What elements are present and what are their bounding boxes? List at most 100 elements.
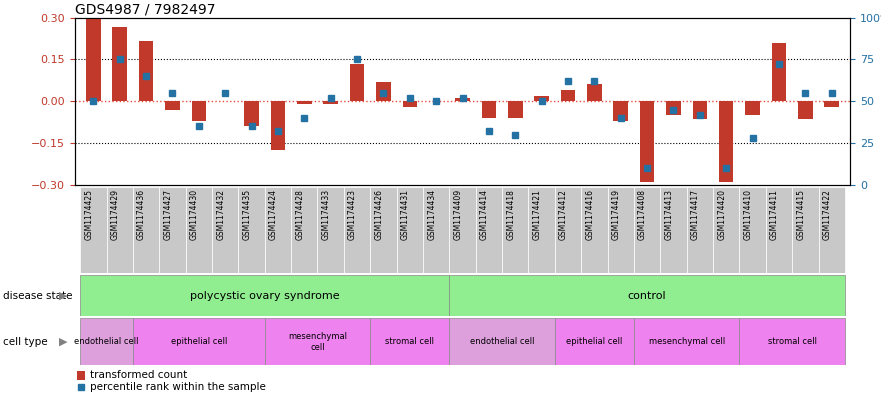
Bar bbox=[686, 187, 713, 273]
Text: GSM1174436: GSM1174436 bbox=[137, 189, 146, 241]
Text: mesenchymal cell: mesenchymal cell bbox=[648, 338, 725, 346]
Text: GSM1174411: GSM1174411 bbox=[770, 189, 779, 240]
Bar bbox=[745, 101, 759, 115]
Bar bbox=[798, 101, 812, 119]
Bar bbox=[159, 187, 186, 273]
Bar bbox=[244, 101, 259, 126]
Bar bbox=[80, 187, 107, 273]
Text: GSM1174432: GSM1174432 bbox=[216, 189, 226, 240]
Text: GSM1174429: GSM1174429 bbox=[111, 189, 120, 240]
Bar bbox=[449, 187, 476, 273]
Bar bbox=[270, 101, 285, 150]
Text: mesenchymal
cell: mesenchymal cell bbox=[288, 332, 347, 352]
Text: epithelial cell: epithelial cell bbox=[171, 338, 227, 346]
Bar bbox=[370, 187, 396, 273]
Bar bbox=[86, 18, 100, 101]
Text: GSM1174434: GSM1174434 bbox=[427, 189, 436, 241]
Text: disease state: disease state bbox=[3, 291, 72, 301]
Bar bbox=[265, 187, 291, 273]
Bar bbox=[186, 187, 212, 273]
Bar bbox=[766, 187, 792, 273]
Bar bbox=[212, 187, 239, 273]
Bar bbox=[660, 187, 686, 273]
Bar bbox=[587, 84, 602, 101]
Bar bbox=[297, 101, 312, 104]
Text: GSM1174412: GSM1174412 bbox=[559, 189, 568, 240]
Text: GSM1174421: GSM1174421 bbox=[533, 189, 542, 240]
Bar bbox=[555, 318, 634, 365]
Text: ▶: ▶ bbox=[59, 291, 68, 301]
Text: stromal cell: stromal cell bbox=[385, 338, 434, 346]
Bar bbox=[508, 101, 522, 118]
Text: GSM1174414: GSM1174414 bbox=[480, 189, 489, 240]
Text: GSM1174408: GSM1174408 bbox=[638, 189, 648, 240]
Text: endothelial cell: endothelial cell bbox=[470, 338, 535, 346]
Bar bbox=[133, 318, 265, 365]
Text: cell type: cell type bbox=[3, 337, 48, 347]
Bar bbox=[455, 98, 470, 101]
Bar bbox=[80, 275, 449, 316]
Text: GSM1174417: GSM1174417 bbox=[691, 189, 700, 240]
Bar bbox=[560, 90, 575, 101]
Bar bbox=[529, 187, 555, 273]
Bar bbox=[634, 318, 739, 365]
Bar bbox=[78, 371, 85, 380]
Bar bbox=[449, 318, 555, 365]
Text: GSM1174418: GSM1174418 bbox=[507, 189, 515, 240]
Bar bbox=[666, 101, 681, 115]
Text: GSM1174422: GSM1174422 bbox=[823, 189, 832, 240]
Bar bbox=[265, 318, 370, 365]
Text: GSM1174415: GSM1174415 bbox=[796, 189, 805, 240]
Text: GSM1174425: GSM1174425 bbox=[85, 189, 93, 240]
Bar bbox=[581, 187, 608, 273]
Text: GSM1174435: GSM1174435 bbox=[242, 189, 252, 241]
Bar bbox=[113, 28, 127, 101]
Bar bbox=[772, 43, 786, 101]
Bar bbox=[739, 187, 766, 273]
Bar bbox=[535, 95, 549, 101]
Bar bbox=[323, 101, 338, 104]
Bar bbox=[344, 187, 370, 273]
Text: GSM1174430: GSM1174430 bbox=[189, 189, 199, 241]
Bar bbox=[370, 318, 449, 365]
Bar bbox=[818, 187, 845, 273]
Text: GSM1174427: GSM1174427 bbox=[164, 189, 173, 240]
Text: ▶: ▶ bbox=[59, 337, 68, 347]
Text: GSM1174423: GSM1174423 bbox=[348, 189, 357, 240]
Bar bbox=[555, 187, 581, 273]
Bar bbox=[423, 187, 449, 273]
Bar bbox=[792, 187, 818, 273]
Bar bbox=[403, 101, 417, 107]
Bar bbox=[191, 101, 206, 121]
Bar bbox=[692, 101, 707, 119]
Text: GSM1174428: GSM1174428 bbox=[295, 189, 304, 240]
Text: endothelial cell: endothelial cell bbox=[74, 338, 139, 346]
Bar bbox=[376, 82, 390, 101]
Bar bbox=[719, 101, 734, 182]
Text: stromal cell: stromal cell bbox=[767, 338, 817, 346]
Bar bbox=[482, 101, 496, 118]
Bar bbox=[133, 187, 159, 273]
Bar bbox=[825, 101, 839, 107]
Bar bbox=[139, 41, 153, 101]
Bar bbox=[80, 318, 133, 365]
Text: GDS4987 / 7982497: GDS4987 / 7982497 bbox=[75, 2, 215, 17]
Bar bbox=[449, 275, 845, 316]
Bar bbox=[634, 187, 660, 273]
Text: GSM1174431: GSM1174431 bbox=[401, 189, 410, 240]
Bar bbox=[317, 187, 344, 273]
Text: GSM1174419: GSM1174419 bbox=[611, 189, 621, 240]
Bar bbox=[291, 187, 317, 273]
Text: polycystic ovary syndrome: polycystic ovary syndrome bbox=[190, 291, 339, 301]
Text: GSM1174416: GSM1174416 bbox=[585, 189, 595, 240]
Text: percentile rank within the sample: percentile rank within the sample bbox=[91, 382, 266, 392]
Text: transformed count: transformed count bbox=[91, 370, 188, 380]
Text: GSM1174424: GSM1174424 bbox=[269, 189, 278, 240]
Bar bbox=[107, 187, 133, 273]
Text: control: control bbox=[628, 291, 666, 301]
Bar bbox=[166, 101, 180, 110]
Bar bbox=[713, 187, 739, 273]
Text: GSM1174413: GSM1174413 bbox=[664, 189, 673, 240]
Text: epithelial cell: epithelial cell bbox=[566, 338, 623, 346]
Bar bbox=[608, 187, 634, 273]
